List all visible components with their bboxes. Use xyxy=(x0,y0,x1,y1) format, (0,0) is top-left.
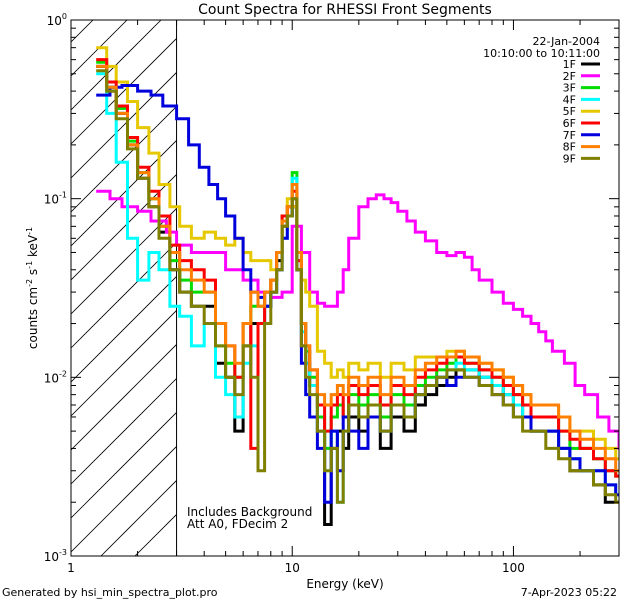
hatch-line xyxy=(71,343,177,451)
hatch-line xyxy=(134,513,177,556)
hatch-line xyxy=(71,309,177,417)
series-line-8F xyxy=(96,64,619,473)
annotation-attenuator: Att A0, FDecim 2 xyxy=(187,517,288,531)
hatch-line xyxy=(71,411,177,519)
hatch-line xyxy=(71,139,177,247)
y-tick-label: 10-3 xyxy=(44,548,67,564)
x-tick-labels: 1 10 100 xyxy=(67,561,525,575)
legend-label-4F: 4F xyxy=(563,93,576,106)
x-tick-label: 10 xyxy=(285,561,300,575)
legend-label-3F: 3F xyxy=(563,82,576,95)
footer-generated-by: Generated by hsi_min_spectra_plot.pro xyxy=(2,586,218,599)
legend-date: 22-Jan-2004 xyxy=(533,35,601,48)
legend-label-9F: 9F xyxy=(563,152,576,165)
hatch-line xyxy=(71,445,177,553)
hatch-line xyxy=(71,207,177,315)
legend-label-2F: 2F xyxy=(563,70,576,83)
series-line-6F xyxy=(96,58,619,478)
hatch-line xyxy=(71,105,177,213)
footer-timestamp: 7-Apr-2023 05:22 xyxy=(521,586,617,599)
series-line-2F xyxy=(96,189,619,450)
legend: 22-Jan-2004 10:10:00 to 10:11:00 1F2F3F4… xyxy=(483,35,600,165)
series-group xyxy=(96,20,619,556)
legend-label-8F: 8F xyxy=(563,141,576,154)
hatch-line xyxy=(100,479,177,556)
chart-title: Count Spectra for RHESSI Front Segments xyxy=(198,2,492,18)
x-axis-label: Energy (keV) xyxy=(306,577,383,591)
series-line-9F xyxy=(96,69,619,504)
y-tick-labels: 100 10-1 10-2 10-3 xyxy=(44,12,67,564)
legend-time-range: 10:10:00 to 10:11:00 xyxy=(483,47,600,60)
svg-text:counts cm-2 s-1 keV-1: counts cm-2 s-1 keV-1 xyxy=(25,227,40,349)
hatch-line xyxy=(71,173,177,281)
y-axis-label: counts cm-2 s-1 keV-1 xyxy=(25,227,40,349)
y-tick-label: 100 xyxy=(47,12,67,28)
x-tick-label: 1 xyxy=(67,561,75,575)
hatch-line xyxy=(71,71,177,179)
legend-label-6F: 6F xyxy=(563,117,576,130)
hatch-line xyxy=(71,37,177,145)
y-tick-label: 10-2 xyxy=(44,369,67,385)
x-tick-label: 100 xyxy=(502,561,525,575)
hatch-line xyxy=(71,377,177,485)
annotation-background: Includes Background xyxy=(187,505,312,519)
legend-label-5F: 5F xyxy=(563,105,576,118)
legend-label-7F: 7F xyxy=(563,129,576,142)
y-tick-label: 10-1 xyxy=(44,191,67,207)
plot-frame xyxy=(70,19,620,557)
legend-label-1F: 1F xyxy=(563,58,576,71)
axis-ticks xyxy=(70,19,620,557)
